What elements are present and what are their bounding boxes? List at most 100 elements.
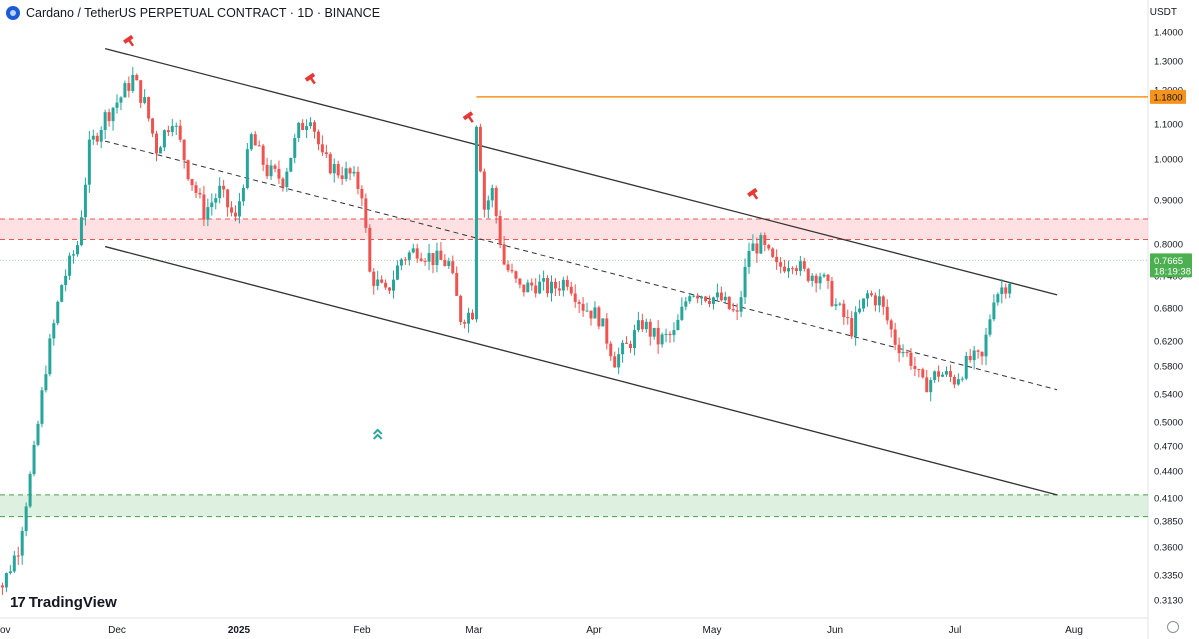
tradingview-logo-mark: 17 bbox=[10, 594, 26, 611]
resistance-zone bbox=[0, 218, 1148, 240]
symbol-title[interactable]: Cardano / TetherUS PERPETUAL CONTRACT · … bbox=[26, 6, 381, 20]
candle-body bbox=[636, 320, 640, 331]
candle-body bbox=[309, 122, 313, 127]
candle-body bbox=[972, 350, 976, 361]
candle-body bbox=[245, 149, 249, 188]
candle-body bbox=[32, 444, 36, 475]
candle-body bbox=[526, 282, 530, 293]
candle-body bbox=[992, 302, 996, 320]
candle-body bbox=[866, 293, 869, 299]
candle-body bbox=[194, 185, 198, 193]
candle-body bbox=[249, 134, 253, 150]
candle-body bbox=[514, 271, 518, 279]
candle-body bbox=[893, 329, 897, 345]
y-tick-label: 1.0000 bbox=[1154, 155, 1183, 166]
current-price-tag bbox=[1150, 253, 1192, 278]
candle-body bbox=[72, 254, 76, 256]
candle-body bbox=[723, 296, 727, 301]
candle-body bbox=[60, 285, 64, 302]
candle-body bbox=[364, 198, 368, 228]
candle-body bbox=[162, 130, 166, 148]
candle-body bbox=[672, 330, 676, 336]
candle-body bbox=[423, 260, 427, 262]
candle-body bbox=[439, 250, 443, 260]
candle-body bbox=[593, 307, 597, 319]
hammer-marker-icon bbox=[462, 111, 474, 123]
candle-body bbox=[739, 297, 743, 312]
candle-body bbox=[834, 304, 838, 307]
candle-body bbox=[99, 129, 103, 142]
candle-body bbox=[427, 253, 431, 262]
candle-body bbox=[0, 585, 4, 588]
candle-body bbox=[324, 152, 328, 155]
candle-body bbox=[474, 126, 478, 320]
candle-body bbox=[214, 198, 218, 203]
candle-body bbox=[230, 207, 234, 213]
candle-body bbox=[660, 334, 664, 345]
candle-body bbox=[609, 343, 613, 357]
candle-body bbox=[640, 320, 644, 330]
candle-body bbox=[76, 245, 79, 255]
candle-body bbox=[743, 266, 747, 298]
x-tick-label: Apr bbox=[586, 625, 602, 636]
candle-body bbox=[151, 118, 155, 134]
candle-body bbox=[830, 280, 834, 307]
hammer-head bbox=[747, 187, 758, 197]
candle-body bbox=[869, 293, 873, 296]
candle-body bbox=[332, 164, 336, 174]
candle-body bbox=[656, 327, 660, 345]
candle-body bbox=[569, 286, 573, 294]
candle-body bbox=[206, 207, 210, 220]
candle-body bbox=[471, 312, 474, 320]
candle-body bbox=[174, 125, 178, 127]
candle-body bbox=[16, 555, 20, 557]
gear-icon[interactable] bbox=[1167, 621, 1179, 633]
candle-body bbox=[561, 279, 565, 291]
candle-body bbox=[293, 138, 297, 158]
candle-body bbox=[719, 292, 723, 301]
candle-body bbox=[289, 157, 293, 172]
candle-body bbox=[648, 321, 652, 337]
candle-body bbox=[901, 352, 905, 354]
hammer-head bbox=[123, 34, 134, 44]
candle-body bbox=[522, 284, 526, 293]
candle-body bbox=[751, 243, 755, 251]
candle-body bbox=[407, 252, 411, 260]
candle-body bbox=[956, 379, 960, 385]
hammer-handle bbox=[752, 192, 759, 200]
candle-body bbox=[937, 371, 941, 377]
candle-body bbox=[1004, 287, 1008, 294]
candle-body bbox=[340, 175, 344, 179]
candle-body bbox=[443, 259, 447, 267]
candle-body bbox=[237, 201, 241, 217]
candle-body bbox=[498, 216, 502, 245]
candle-body bbox=[198, 192, 202, 195]
candle-body bbox=[921, 369, 925, 378]
candle-body bbox=[56, 301, 60, 324]
candle-body bbox=[372, 271, 376, 286]
candle-body bbox=[79, 217, 83, 246]
y-tick-label: 0.3850 bbox=[1154, 517, 1183, 528]
candle-body bbox=[589, 310, 593, 319]
candle-body bbox=[727, 296, 731, 310]
candle-body bbox=[297, 122, 301, 139]
level-price-tag bbox=[1150, 89, 1186, 104]
candle-body bbox=[12, 555, 16, 572]
candle-body bbox=[794, 268, 798, 271]
candle-body bbox=[964, 355, 968, 379]
y-tick-label: 0.6200 bbox=[1154, 337, 1183, 348]
candle-body bbox=[510, 270, 514, 272]
candle-body bbox=[948, 371, 952, 377]
x-tick-label: 2025 bbox=[228, 625, 251, 636]
candle-body bbox=[818, 276, 822, 284]
candle-body bbox=[182, 139, 186, 161]
candle-body bbox=[952, 376, 956, 385]
y-tick-label: 1.4000 bbox=[1154, 28, 1183, 39]
tradingview-logo[interactable]: 17 TradingView bbox=[10, 594, 117, 611]
candle-body bbox=[478, 126, 482, 172]
currency-label[interactable]: USDT bbox=[1149, 7, 1177, 18]
candle-body bbox=[210, 202, 214, 208]
candle-body bbox=[842, 303, 846, 318]
candle-body bbox=[463, 321, 467, 324]
